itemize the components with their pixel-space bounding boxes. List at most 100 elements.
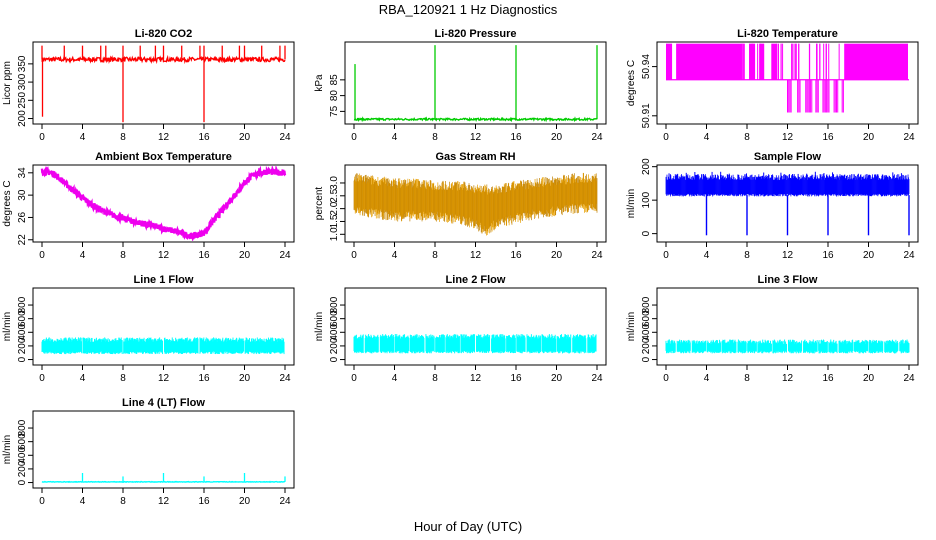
y-axis-label: percent bbox=[314, 187, 325, 221]
plot-frame bbox=[32, 287, 295, 366]
y-tick-label: 800 bbox=[17, 296, 28, 313]
high-segment bbox=[771, 43, 778, 80]
x-tick-label: 4 bbox=[392, 250, 398, 261]
x-tick-label: 12 bbox=[158, 496, 170, 507]
x-tick-label: 0 bbox=[39, 373, 45, 384]
y-tick-label: 2.5 bbox=[329, 188, 340, 202]
x-tick-label: 8 bbox=[744, 250, 750, 261]
x-tick-label: 8 bbox=[432, 250, 438, 261]
x-tick-label: 0 bbox=[39, 496, 45, 507]
y-tick-label: 400 bbox=[641, 324, 652, 341]
x-tick-label: 4 bbox=[80, 250, 86, 261]
y-tick-label: 0 bbox=[17, 356, 28, 362]
x-tick-label: 20 bbox=[551, 132, 563, 143]
x-tick-label: 4 bbox=[392, 132, 398, 143]
series-temperature bbox=[666, 43, 909, 113]
x-tick-label: 16 bbox=[198, 250, 210, 261]
y-tick-label: 0 bbox=[641, 230, 652, 236]
y-tick-label: 22 bbox=[17, 234, 28, 246]
x-tick-label: 4 bbox=[704, 132, 710, 143]
x-tick-label: 24 bbox=[591, 250, 603, 261]
y-tick-label: 0 bbox=[641, 356, 652, 362]
x-tick-label: 0 bbox=[39, 250, 45, 261]
plot-frame bbox=[344, 41, 607, 125]
x-tick-label: 20 bbox=[551, 373, 563, 384]
panel-title: Li-820 Temperature bbox=[737, 28, 838, 40]
x-tick-label: 0 bbox=[351, 373, 357, 384]
y-tick-label: 600 bbox=[17, 433, 28, 450]
x-tick-label: 4 bbox=[392, 373, 398, 384]
y-tick-label: 85 bbox=[329, 74, 340, 86]
x-tick-label: 8 bbox=[120, 373, 126, 384]
x-tick-label: 0 bbox=[351, 132, 357, 143]
x-tick-label: 24 bbox=[279, 373, 291, 384]
x-tick-label: 20 bbox=[239, 496, 251, 507]
y-tick-label: 800 bbox=[641, 296, 652, 313]
series-sample_flow bbox=[665, 171, 910, 236]
y-tick-label: 600 bbox=[329, 310, 340, 327]
x-tick-label: 20 bbox=[239, 132, 251, 143]
x-tick-label: 16 bbox=[822, 132, 834, 143]
x-tick-label: 8 bbox=[120, 496, 126, 507]
y-axis-label: ml/min bbox=[2, 312, 13, 341]
y-tick-label: 350 bbox=[17, 55, 28, 72]
y-tick-label: 30 bbox=[17, 189, 28, 201]
y-tick-label: 600 bbox=[641, 310, 652, 327]
x-tick-label: 8 bbox=[120, 132, 126, 143]
x-tick-label: 16 bbox=[822, 373, 834, 384]
x-tick-label: 0 bbox=[351, 250, 357, 261]
y-tick-label: 200 bbox=[641, 337, 652, 354]
panel-rh: Gas Stream RH 0 4 8 12 16 20 24 1.01.52.02.53.0 p… bbox=[314, 151, 607, 261]
y-tick-label: 800 bbox=[17, 419, 28, 436]
y-tick-label: 2.0 bbox=[329, 201, 340, 215]
x-tick-label: 12 bbox=[470, 132, 482, 143]
y-axis-label: ml/min bbox=[626, 312, 637, 341]
x-tick-label: 16 bbox=[510, 373, 522, 384]
x-tick-label: 24 bbox=[591, 373, 603, 384]
y-axis-label: Licor ppm bbox=[2, 61, 13, 105]
y-tick-label: 1.5 bbox=[329, 214, 340, 228]
series-line2 bbox=[353, 334, 597, 354]
x-tick-label: 8 bbox=[432, 373, 438, 384]
x-tick-label: 20 bbox=[863, 132, 875, 143]
x-tick-label: 12 bbox=[158, 373, 170, 384]
x-tick-label: 12 bbox=[158, 132, 170, 143]
panel-pressure: Li-820 Pressure 0 4 8 12 16 20 24 75 80 85 kPa bbox=[314, 28, 607, 143]
x-tick-label: 4 bbox=[80, 373, 86, 384]
y-tick-label: 200 bbox=[17, 337, 28, 354]
high-segment bbox=[844, 43, 908, 80]
y-tick-label: 34 bbox=[17, 167, 28, 179]
x-tick-label: 0 bbox=[663, 373, 669, 384]
x-tick-label: 12 bbox=[782, 132, 794, 143]
x-tick-label: 8 bbox=[744, 132, 750, 143]
x-tick-label: 20 bbox=[239, 373, 251, 384]
x-tick-label: 4 bbox=[704, 373, 710, 384]
high-segment bbox=[676, 43, 742, 80]
series-ambient bbox=[40, 166, 287, 241]
y-tick-label: 200 bbox=[329, 337, 340, 354]
y-tick-label: 80 bbox=[329, 90, 340, 102]
y-axis-label: ml/min bbox=[626, 189, 637, 218]
y-tick-label: 3.0 bbox=[329, 176, 340, 190]
x-tick-label: 20 bbox=[863, 250, 875, 261]
series-co2 bbox=[41, 45, 286, 123]
x-tick-label: 24 bbox=[591, 132, 603, 143]
panel-title: Ambient Box Temperature bbox=[95, 151, 232, 163]
series-line1 bbox=[41, 337, 285, 355]
y-tick-label: 800 bbox=[329, 296, 340, 313]
x-tick-label: 16 bbox=[822, 250, 834, 261]
panel-title: Line 4 (LT) Flow bbox=[122, 397, 205, 409]
figure-title: RBA_120921 1 Hz Diagnostics bbox=[379, 2, 558, 17]
x-tick-label: 16 bbox=[198, 132, 210, 143]
x-tick-label: 24 bbox=[903, 373, 915, 384]
series-line4 bbox=[41, 473, 286, 483]
y-axis-label: degrees C bbox=[2, 180, 13, 226]
series-line bbox=[353, 116, 598, 123]
x-tick-label: 0 bbox=[39, 132, 45, 143]
x-tick-label: 8 bbox=[744, 373, 750, 384]
x-tick-label: 4 bbox=[704, 250, 710, 261]
x-tick-label: 12 bbox=[470, 373, 482, 384]
